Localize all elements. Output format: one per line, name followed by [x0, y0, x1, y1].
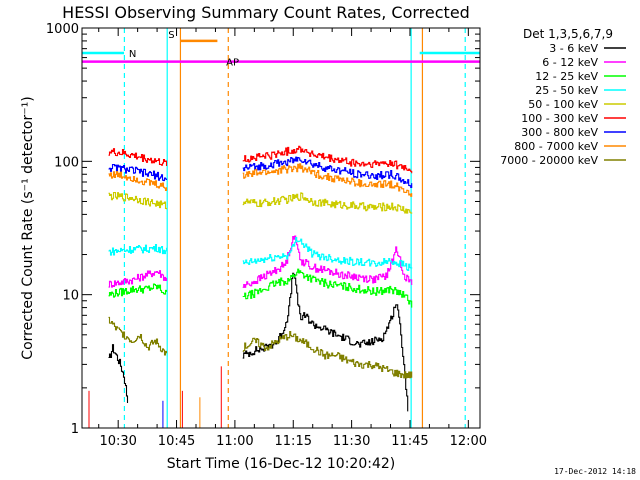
series-9-segment-2 [242, 330, 413, 379]
series-8 [108, 163, 413, 197]
x-tick-label-3: 11:00 [216, 434, 253, 449]
series-7-segment-2 [242, 156, 413, 189]
legend-label-9: 7000 - 20000 keV [500, 154, 598, 167]
series-2 [108, 235, 413, 288]
x-tick-label-7: 12:00 [450, 434, 487, 449]
series-6-segment-1 [108, 148, 168, 166]
series-7 [108, 156, 413, 189]
legend-label-4: 25 - 50 keV [535, 84, 598, 97]
series-3-segment-2 [242, 268, 413, 308]
series-5 [108, 191, 413, 214]
series-2-segment-1 [108, 270, 168, 288]
legend-label-6: 100 - 300 keV [521, 112, 598, 125]
y-tick-label-2: 10 [62, 289, 79, 304]
axes: 10:30 10:45 11:00 11:15 11:30 11:45 12:00 1 10 10… [46, 22, 487, 449]
chart-title: HESSI Observing Summary Count Rates, Cor… [62, 3, 470, 22]
series-2-segment-2 [242, 235, 413, 288]
legend-label-1: 3 - 6 keV [549, 42, 598, 55]
state-label-n: N [129, 49, 136, 60]
series-5-segment-1 [108, 191, 168, 210]
series-3 [108, 268, 413, 308]
series-8-segment-2 [242, 163, 413, 197]
legend-label-8: 800 - 7000 keV [514, 140, 598, 153]
series-9-segment-1 [108, 316, 168, 356]
y-axis-label: Corrected Count Rate (s⁻¹ detector⁻¹) [20, 96, 36, 359]
x-tick-label-4: 11:15 [275, 434, 312, 449]
legend-label-3: 12 - 25 keV [535, 70, 598, 83]
series-9 [108, 316, 413, 379]
legend-label-7: 300 - 800 keV [521, 126, 598, 139]
y-tick-label-3: 100 [54, 155, 79, 170]
state-label-ap: AP [226, 58, 239, 69]
legend-title: Det 1,3,5,6,7,9 [523, 27, 613, 41]
x-axis-label: Start Time (16-Dec-12 10:20:42) [167, 456, 395, 472]
x-tick-label-2: 10:45 [158, 434, 195, 449]
series-4-segment-2 [242, 236, 413, 271]
series-5-segment-2 [242, 192, 413, 214]
series-1-segment-1 [108, 344, 129, 403]
plot-inner [82, 28, 480, 428]
series-7-segment-1 [108, 164, 168, 182]
plot-frame [81, 27, 481, 429]
x-tick-label-6: 11:45 [391, 434, 428, 449]
series-6-segment-2 [242, 145, 413, 174]
series-1 [108, 272, 409, 412]
series-3-segment-1 [108, 283, 168, 298]
y-tick-label-1: 1 [71, 422, 79, 437]
series-4-segment-1 [108, 243, 168, 256]
state-label-s: S [168, 30, 174, 41]
y-tick-label-4: 1000 [46, 22, 79, 37]
legend-label-5: 50 - 100 keV [528, 98, 598, 111]
series-4 [108, 236, 413, 271]
x-tick-label-5: 11:30 [333, 434, 370, 449]
plot-area: N S AP [82, 28, 480, 428]
footer-timestamp: 17-Dec-2012 14:18 [554, 467, 636, 476]
series-6 [108, 145, 413, 174]
series-8-segment-1 [108, 171, 168, 191]
series-1-segment-2 [242, 272, 409, 412]
legend-label-2: 6 - 12 keV [542, 56, 598, 69]
x-tick-label-1: 10:30 [99, 434, 136, 449]
